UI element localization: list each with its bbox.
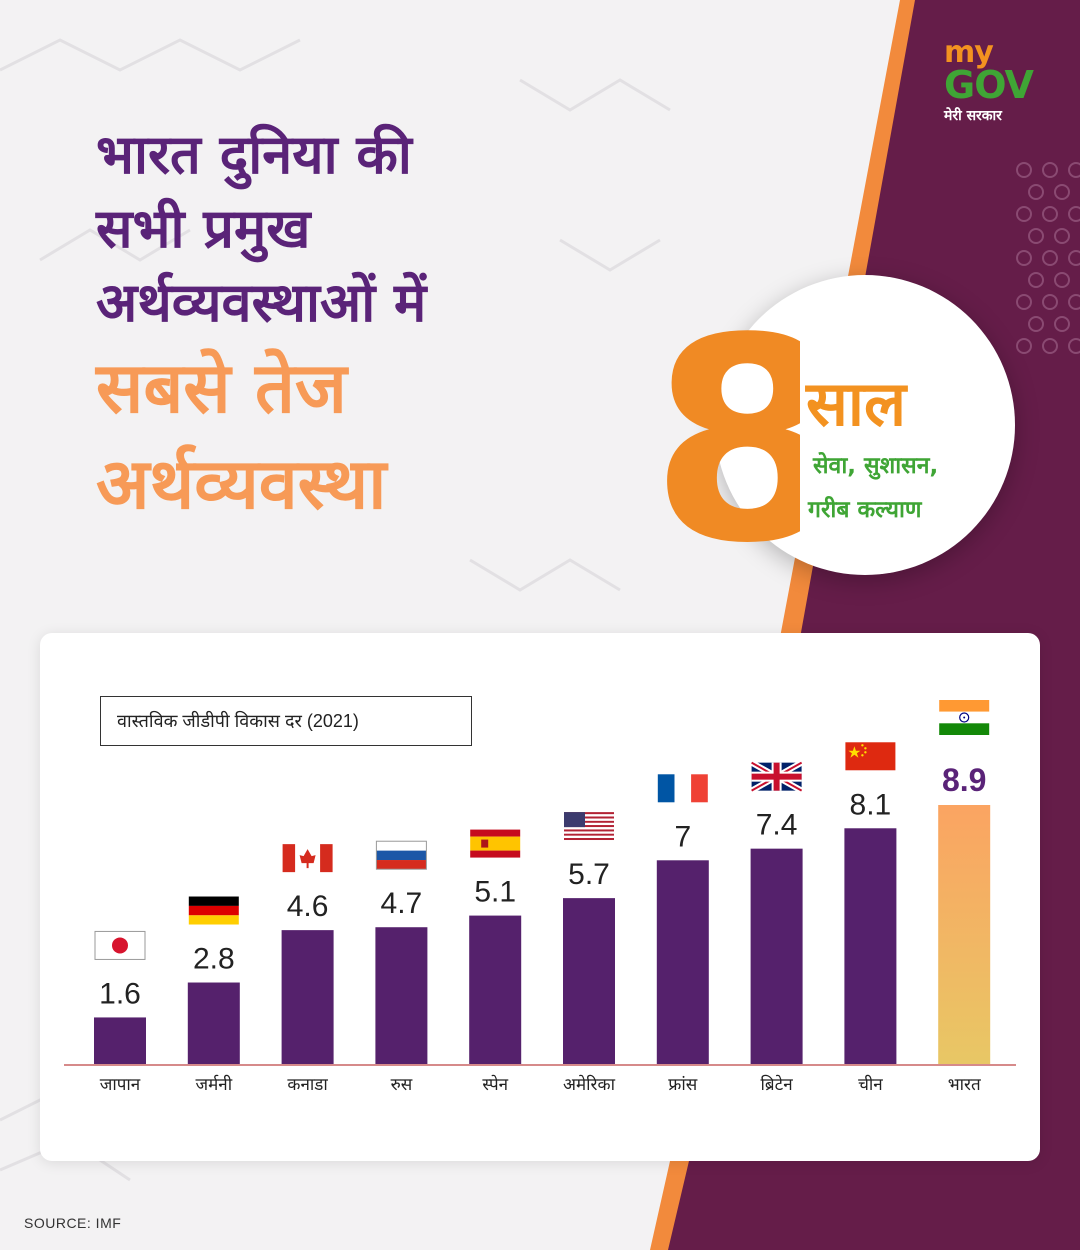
category-label-6: फ्रांस [668, 1075, 698, 1095]
china-flag-icon [845, 742, 896, 771]
anniversary-badge-circle [715, 275, 1015, 575]
value-label-8: 8.1 [850, 788, 892, 821]
category-label-1: जर्मनी [195, 1074, 232, 1095]
eight-years-numeral: 8 [650, 300, 800, 560]
bar-7 [750, 848, 803, 1064]
bar-2 [281, 930, 334, 1064]
value-label-6: 7 [674, 820, 691, 853]
bar-4 [469, 915, 522, 1064]
value-label-1: 2.8 [193, 943, 235, 976]
mygov-logo: my GOV मेरी सरकार [944, 38, 1054, 125]
germany-flag-icon [188, 896, 239, 925]
headline-line-1: भारत दुनिया की [96, 123, 412, 186]
logo-subtitle: मेरी सरकार [944, 108, 1002, 124]
india-flag-icon [939, 700, 990, 735]
bar-1 [187, 982, 240, 1064]
japan-flag-icon [94, 930, 146, 960]
france-flag-icon [657, 774, 708, 803]
badge-word: साल [806, 367, 907, 440]
headline-highlight-2: अर्थव्यवस्था [96, 443, 387, 525]
chart-card: वास्तविक जीडीपी विकास दर (2021) 1.6 जापान… [40, 633, 1040, 1161]
dot-pattern [1016, 162, 1080, 354]
headline-highlight-1: सबसे तेज [96, 347, 347, 429]
uk-flag-icon [750, 760, 804, 794]
logo-gov: GOV [944, 63, 1034, 107]
logo-my: my [944, 35, 994, 70]
badge-tagline-2: गरीब कल्याण [808, 497, 922, 523]
headline: भारत दुनिया की सभी प्रमुख अर्थव्यवस्थाओं… [96, 118, 696, 532]
headline-line-3: अर्थव्यवस्थाओं में [96, 271, 427, 334]
bar-0 [94, 1017, 146, 1064]
value-label-0: 1.6 [99, 977, 141, 1010]
value-label-4: 5.1 [474, 876, 516, 909]
category-label-3: रुस [391, 1075, 413, 1095]
category-label-4: स्पेन [482, 1074, 508, 1095]
bar-6 [656, 860, 709, 1064]
category-label-7: ब्रिटेन [761, 1074, 794, 1095]
value-label-3: 4.7 [381, 887, 423, 920]
source-note: SOURCE: IMF [24, 1215, 122, 1231]
bar-3 [375, 927, 428, 1064]
usa-flag-icon [564, 812, 614, 843]
chart-title: वास्तविक जीडीपी विकास दर (2021) [100, 696, 472, 746]
value-label-2: 4.6 [287, 890, 329, 923]
bar-5 [563, 898, 615, 1064]
russia-flag-icon [375, 840, 427, 870]
bar-8 [844, 828, 897, 1064]
spain-flag-icon [470, 829, 521, 858]
category-label-0: जापान [100, 1075, 141, 1095]
numeral-eight: 8 [650, 300, 800, 560]
category-label-2: कनाडा [287, 1075, 328, 1095]
category-label-5: अमेरिका [563, 1074, 616, 1095]
value-label-9: 8.9 [942, 762, 986, 798]
value-label-5: 5.7 [568, 858, 610, 891]
category-label-8: चीन [858, 1074, 883, 1095]
badge-tagline-1: सेवा, सुशासन, [813, 453, 939, 479]
bar-9 [938, 805, 991, 1064]
headline-line-2: सभी प्रमुख [96, 197, 311, 260]
category-label-9: भारत [948, 1075, 981, 1095]
value-label-7: 7.4 [756, 809, 798, 842]
gdp-growth-chart: 1.6 जापान 2.8 जर्मनी 4.6 कनाडा 4.7 रुस 5.1 स्पेन 5… [64, 700, 1016, 1095]
canada-flag-icon [282, 844, 333, 873]
